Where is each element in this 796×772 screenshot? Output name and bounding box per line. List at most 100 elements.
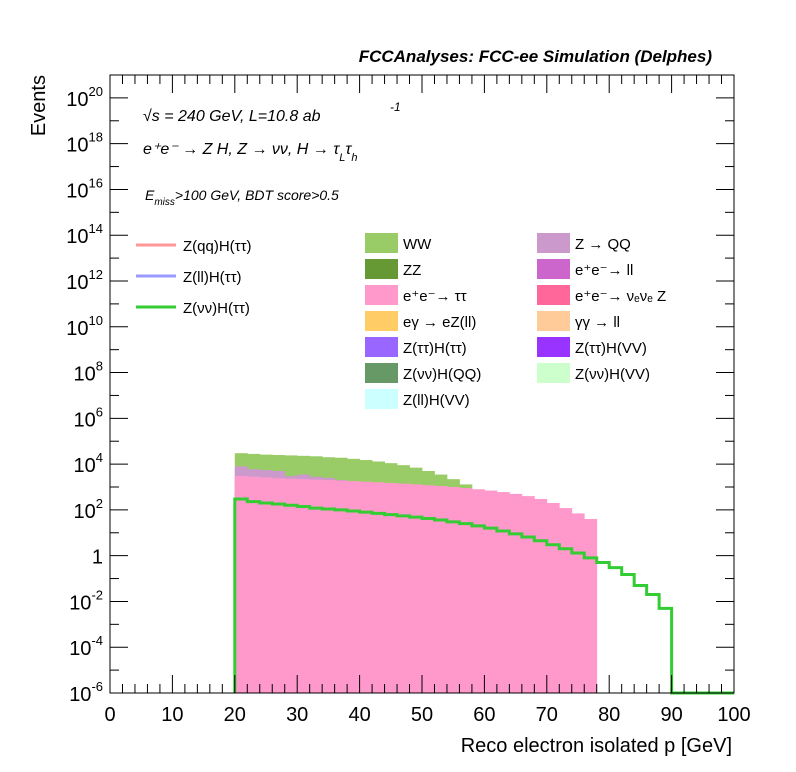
y-tick-base-9: 10	[66, 272, 88, 294]
y-tick-exp-9: 12	[89, 267, 103, 282]
legend-line-label-0: Z(qq)H(ττ)	[183, 238, 252, 255]
y-tick-label-11: 1016	[66, 175, 103, 202]
y-tick-base-13: 10	[66, 89, 88, 111]
cut-e: E	[145, 187, 155, 203]
y-tick-label-9: 1012	[66, 267, 103, 294]
hist-bar-3-12	[384, 482, 398, 693]
x-tick-label-3: 30	[286, 704, 308, 726]
y-tick-base-8: 10	[66, 318, 88, 340]
hist-bar-3-24	[534, 498, 548, 693]
signal-lines	[233, 497, 734, 695]
hist-bar-3-7	[322, 480, 336, 693]
legend-col1-label-2: e⁺e⁻→ ττ	[403, 288, 467, 305]
hist-bar-3-20	[484, 490, 498, 693]
process-text: e⁺e⁻ → Z H, Z → νν, H → τ	[143, 141, 340, 158]
chart-title: FCCAnalyses: FCC-ee Simulation (Delphes)	[359, 47, 713, 66]
y-tick-label-0: 10-6	[69, 679, 103, 706]
hist-bar-3-10	[359, 481, 373, 693]
hist-bar-3-26	[559, 508, 573, 693]
hist-bar-3-6	[309, 479, 323, 693]
legend-col1-label-6: Z(ll)H(VV)	[403, 392, 470, 409]
plot-area	[233, 453, 734, 695]
y-tick-exp-6: 6	[96, 404, 103, 419]
hist-bar-3-0	[234, 476, 248, 693]
lumi-exponent: -1	[390, 100, 401, 114]
x-tick-label-7: 70	[536, 704, 558, 726]
legend-col1-swatch-6	[365, 389, 398, 409]
y-tick-exp-11: 16	[89, 175, 103, 190]
hist-bar-3-18	[459, 488, 473, 693]
y-tick-label-3: 1	[92, 547, 103, 569]
svg-text:√s = 240 GeV, L=10.8 ab: √s = 240 GeV, L=10.8 ab	[143, 108, 321, 125]
y-tick-base-2: 10	[69, 592, 91, 614]
legend-col1-swatch-5	[365, 363, 398, 383]
x-tick-label-6: 60	[473, 704, 495, 726]
hist-bar-3-15	[422, 485, 435, 693]
y-tick-label-6: 106	[74, 404, 103, 431]
y-tick-exp-10: 14	[89, 221, 103, 236]
hist-bar-3-21	[496, 492, 510, 693]
hist-bar-3-2	[259, 477, 273, 693]
legend-col2-label-0: Z → QQ	[575, 236, 631, 253]
energy-annotation: √s = 240 GeV, L=10.8 ab -1	[143, 100, 401, 125]
legend-col2-swatch-0	[537, 233, 570, 253]
svg-text:Emiss>100 GeV, BDT score>0.5: Emiss>100 GeV, BDT score>0.5	[145, 187, 339, 208]
y-tick-base-12: 10	[66, 135, 88, 157]
hist-bar-3-19	[471, 489, 485, 693]
legend-col2-label-4: Z(ττ)H(VV)	[575, 340, 647, 357]
y-tick-label-7: 108	[74, 359, 103, 386]
cut-annotation: Emiss>100 GeV, BDT score>0.5	[145, 187, 339, 208]
legend-col2-label-5: Z(νν)H(VV)	[575, 366, 650, 383]
process-annotation: e⁺e⁻ → Z H, Z → νν, H → τLτh	[143, 141, 357, 164]
y-tick-exp-1: -4	[91, 633, 103, 648]
legend: Z(qq)H(ττ) Z(ll)H(ττ) Z(νν)H(ττ) WW ZZ e⁺e⁻→ …	[136, 233, 666, 409]
y-tick-base-7: 10	[74, 364, 96, 386]
y-tick-base-4: 10	[74, 501, 96, 523]
hist-bar-3-8	[334, 480, 348, 693]
legend-col1-swatch-4	[365, 337, 398, 357]
energy-lumi-text: = 240 GeV, L=10.8 ab	[160, 108, 321, 125]
x-axis-label: Reco electron isolated p [GeV]	[461, 735, 732, 757]
legend-col2-swatch-2	[537, 285, 570, 305]
x-tick-label-9: 90	[660, 704, 682, 726]
hist-bar-3-23	[521, 496, 535, 693]
svg-text:e⁺e⁻ → Z H, Z → νν, H → τLτh: e⁺e⁻ → Z H, Z → νν, H → τLτh	[143, 141, 357, 164]
cut-sub-miss: miss	[154, 197, 175, 208]
y-tick-base-6: 10	[74, 409, 96, 431]
y-tick-label-1: 10-4	[69, 633, 103, 660]
y-tick-base-1: 10	[69, 638, 91, 660]
legend-line-label-2: Z(νν)H(ττ)	[183, 300, 250, 317]
hist-bar-3-13	[397, 483, 410, 693]
legend-col1-swatch-0	[365, 233, 398, 253]
legend-col1-label-3: eγ → eZ(ll)	[403, 314, 476, 331]
legend-col2-swatch-5	[537, 363, 570, 383]
legend-col2-swatch-4	[537, 337, 570, 357]
process-sub-h: h	[351, 152, 357, 164]
sqrt-s-symbol: √s	[143, 108, 160, 125]
legend-col1-swatch-3	[365, 311, 398, 331]
y-axis-label: Events	[28, 75, 50, 136]
hist-bar-3-1	[247, 476, 261, 693]
process-sub-l: L	[339, 152, 345, 164]
y-tick-base-3: 1	[92, 547, 103, 569]
legend-col1-label-0: WW	[403, 236, 432, 253]
legend-col1-label-5: Z(νν)H(QQ)	[403, 366, 481, 383]
signal-line-2	[233, 497, 734, 695]
hist-bar-3-14	[409, 484, 423, 693]
y-axis: 10-610-410-21102104106108101010121014101…	[66, 74, 734, 706]
legend-col2-label-3: γγ → ll	[575, 314, 620, 331]
hist-bar-3-27	[571, 513, 585, 693]
y-tick-exp-13: 20	[89, 84, 103, 99]
y-tick-exp-0: -6	[91, 679, 103, 694]
y-tick-label-4: 102	[74, 496, 103, 523]
x-tick-label-2: 20	[224, 704, 246, 726]
legend-col2-swatch-1	[537, 259, 570, 279]
y-tick-exp-8: 10	[89, 313, 103, 328]
hist-bar-3-11	[372, 482, 385, 693]
x-tick-label-10: 100	[717, 704, 750, 726]
y-tick-base-5: 10	[74, 455, 96, 477]
hist-bar-3-25	[546, 503, 560, 693]
hist-bar-3-17	[446, 487, 460, 693]
y-tick-exp-2: -2	[91, 587, 103, 602]
